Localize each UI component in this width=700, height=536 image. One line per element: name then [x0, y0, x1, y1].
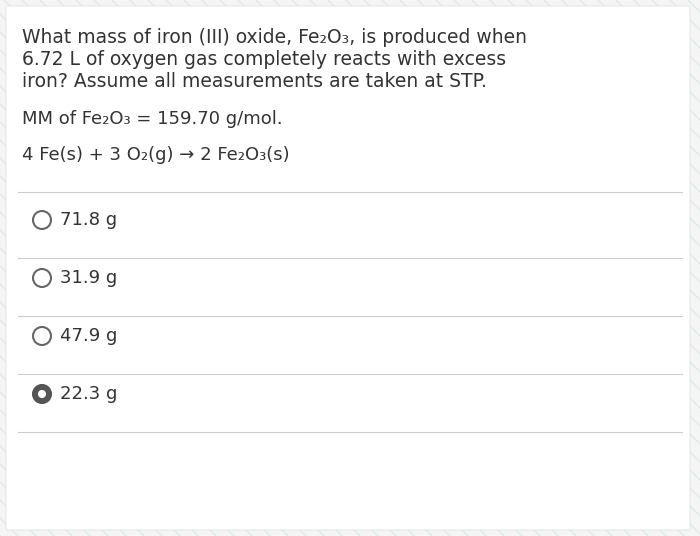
Text: 22.3 g: 22.3 g	[60, 385, 118, 403]
Text: MM of Fe₂O₃ = 159.70 g/mol.: MM of Fe₂O₃ = 159.70 g/mol.	[22, 110, 283, 128]
Circle shape	[38, 390, 46, 398]
FancyBboxPatch shape	[6, 6, 690, 530]
Text: 71.8 g: 71.8 g	[60, 211, 117, 229]
Text: 6.72 L of oxygen gas completely reacts with excess: 6.72 L of oxygen gas completely reacts w…	[22, 50, 506, 69]
Text: iron? Assume all measurements are taken at STP.: iron? Assume all measurements are taken …	[22, 72, 487, 91]
Text: 47.9 g: 47.9 g	[60, 327, 118, 345]
Circle shape	[33, 385, 51, 403]
Text: 4 Fe(s) + 3 O₂(g) → 2 Fe₂O₃(s): 4 Fe(s) + 3 O₂(g) → 2 Fe₂O₃(s)	[22, 146, 290, 164]
Text: What mass of iron (III) oxide, Fe₂O₃, is produced when: What mass of iron (III) oxide, Fe₂O₃, is…	[22, 28, 527, 47]
Text: 31.9 g: 31.9 g	[60, 269, 118, 287]
